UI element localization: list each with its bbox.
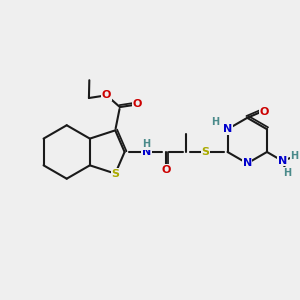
Text: O: O	[161, 165, 171, 175]
Text: O: O	[260, 107, 269, 117]
Text: N: N	[278, 156, 287, 166]
Text: S: S	[202, 147, 210, 157]
Text: O: O	[133, 99, 142, 110]
Text: H: H	[290, 152, 298, 161]
Text: S: S	[111, 169, 119, 178]
Text: H: H	[142, 139, 150, 149]
Text: N: N	[243, 158, 252, 168]
Text: H: H	[283, 168, 291, 178]
Text: N: N	[223, 124, 232, 134]
Text: N: N	[142, 147, 151, 157]
Text: H: H	[212, 117, 220, 127]
Text: O: O	[102, 90, 111, 100]
